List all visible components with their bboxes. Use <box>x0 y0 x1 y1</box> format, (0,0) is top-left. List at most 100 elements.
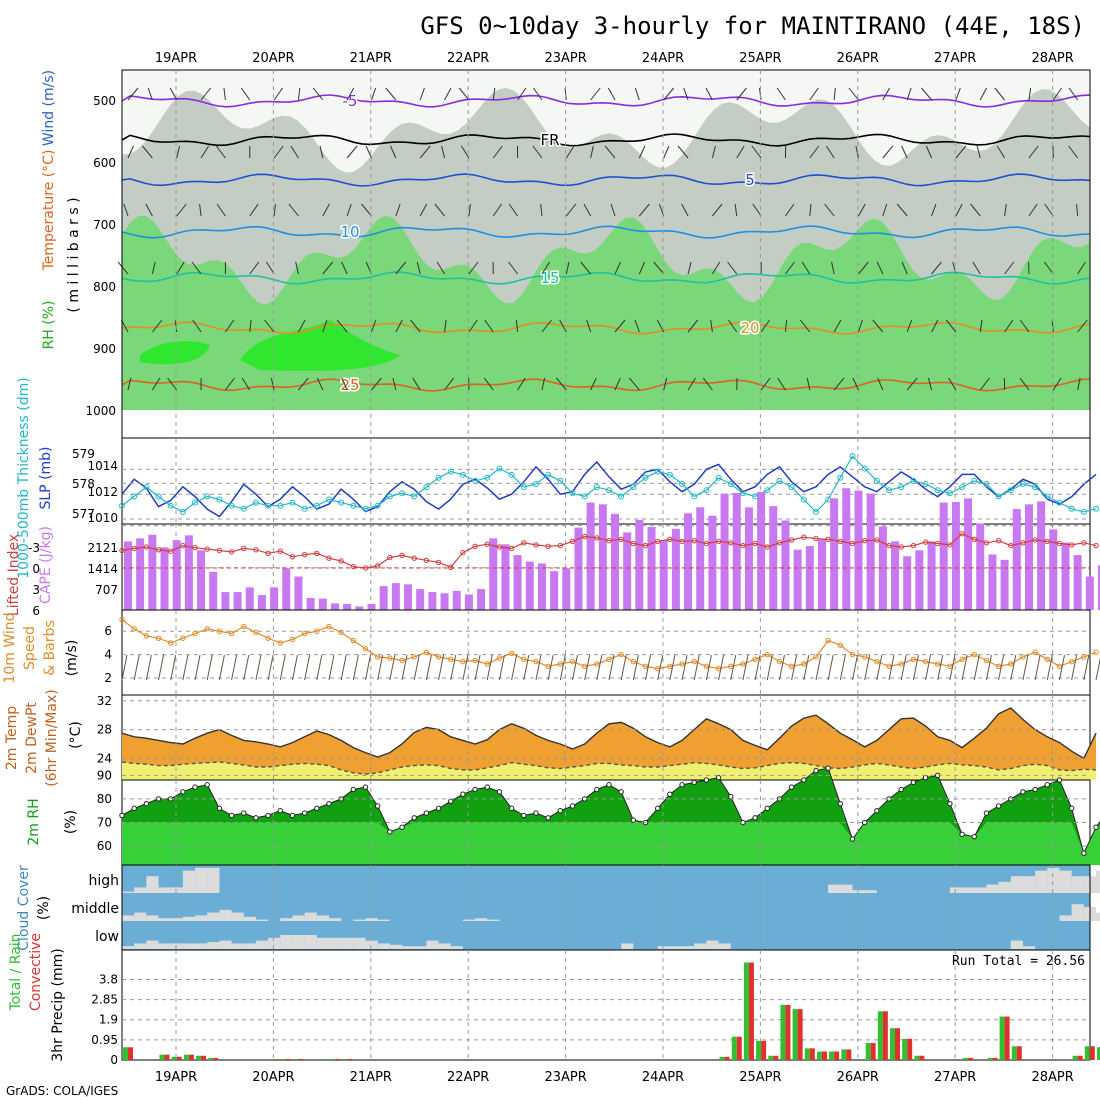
wind-label-line: Speed <box>22 626 38 670</box>
rh-marker <box>655 805 661 812</box>
wind-barb-10m <box>949 654 956 681</box>
wind-barb <box>955 145 967 159</box>
temp-tick: 32 <box>97 694 112 708</box>
pressure-tick: 500 <box>93 94 116 108</box>
cape-bar <box>428 592 437 610</box>
thickness-marker <box>338 499 345 506</box>
wind-barb <box>906 377 918 391</box>
rh-marker <box>764 805 770 812</box>
wind-speed-marker <box>533 658 539 665</box>
wind-barb <box>444 377 455 391</box>
thickness-marker <box>508 471 515 478</box>
wind-barb <box>319 145 324 159</box>
cape-bar <box>903 556 912 610</box>
rh-marker <box>545 815 551 821</box>
wind-barb <box>848 87 859 101</box>
wind-speed-marker <box>861 654 868 660</box>
rh-marker <box>1032 786 1038 793</box>
li-marker <box>423 557 430 563</box>
wind-barb-10m <box>438 654 445 681</box>
thickness-marker <box>849 453 856 460</box>
wind-barb-10m <box>352 654 359 681</box>
rh-marker <box>959 831 965 838</box>
li-marker <box>983 540 990 546</box>
wind-speed-marker <box>630 658 637 665</box>
wind-barb-10m <box>401 654 408 681</box>
li-marker <box>411 555 417 561</box>
wind-barb-10m <box>608 654 615 681</box>
wind-label-line: & Barbs <box>42 620 58 676</box>
wind-barb <box>931 203 937 217</box>
li-marker <box>277 548 283 554</box>
cloud-bar <box>706 940 719 949</box>
wind-speed-marker <box>545 663 551 669</box>
precip-convective-bar <box>201 1055 207 1060</box>
wind-barb <box>468 319 478 333</box>
wind-barb <box>341 261 348 275</box>
date-label-bottom: 25APR <box>739 1070 781 1085</box>
cape-bar <box>452 590 461 610</box>
wind-speed-marker <box>837 642 844 648</box>
wind-barb-10m <box>888 654 895 681</box>
wind-barb <box>517 377 526 391</box>
wind-barb <box>955 203 963 217</box>
thickness-marker <box>995 493 1002 500</box>
wind-speed-marker <box>387 655 393 661</box>
thickness-marker <box>654 468 661 475</box>
cloud-bar <box>158 918 171 921</box>
wind-barb <box>896 203 908 217</box>
wind-speed-marker <box>192 630 198 637</box>
wind-barb <box>826 145 835 159</box>
cloud-bar <box>694 943 707 949</box>
cloud-bar <box>718 943 731 949</box>
thickness-marker <box>496 465 503 472</box>
li-marker <box>935 540 941 547</box>
wind-barb <box>760 319 771 333</box>
wind-barb <box>151 261 156 275</box>
cloud-bar <box>377 919 390 921</box>
li-marker <box>241 545 247 552</box>
wind-speed-marker <box>703 663 710 669</box>
cloud-bar <box>450 946 463 949</box>
lifted-index-label: Lifted Index <box>6 534 22 616</box>
li-marker <box>715 538 722 545</box>
thickness-marker <box>837 474 844 481</box>
cape-bar <box>732 492 741 610</box>
wind-barb <box>653 261 665 275</box>
wind-barb <box>322 261 334 275</box>
cape-bar <box>160 547 169 610</box>
temp-label-line: (6hr Min/Max) <box>44 689 60 786</box>
wind-speed-marker <box>301 630 308 637</box>
wind-barb <box>249 203 259 217</box>
cape-bar <box>136 538 145 610</box>
wind-barb-10m <box>559 654 566 681</box>
rh-marker <box>922 774 929 781</box>
wind-speed-marker <box>460 658 466 665</box>
rh-marker <box>898 786 904 793</box>
thickness-marker <box>423 484 430 491</box>
cloud-bar <box>219 909 232 921</box>
wind-barb <box>434 203 445 217</box>
wind-barb <box>1052 377 1062 391</box>
precip-convective-bar <box>347 1058 353 1060</box>
thickness-marker <box>459 471 466 478</box>
li-marker <box>910 542 917 549</box>
wind-barb <box>687 261 692 275</box>
cape-bar <box>440 593 449 610</box>
rh-marker <box>837 800 844 807</box>
wind-barb-10m <box>365 654 371 681</box>
wind-speed-marker <box>813 654 819 660</box>
li-marker <box>874 537 880 543</box>
wind-barb <box>224 319 235 333</box>
date-label-top: 23APR <box>544 51 586 66</box>
cape-bar <box>379 586 388 610</box>
precip-total-bar <box>768 1055 774 1060</box>
cape-bar <box>306 598 315 610</box>
wind-barb <box>361 203 372 217</box>
wind-barb <box>948 377 957 391</box>
wind-speed-marker <box>874 658 880 665</box>
li-marker <box>569 538 576 545</box>
wind-barb-10m <box>182 654 189 681</box>
wind-barb-10m <box>1046 654 1053 681</box>
wind-barb-10m <box>791 654 798 681</box>
